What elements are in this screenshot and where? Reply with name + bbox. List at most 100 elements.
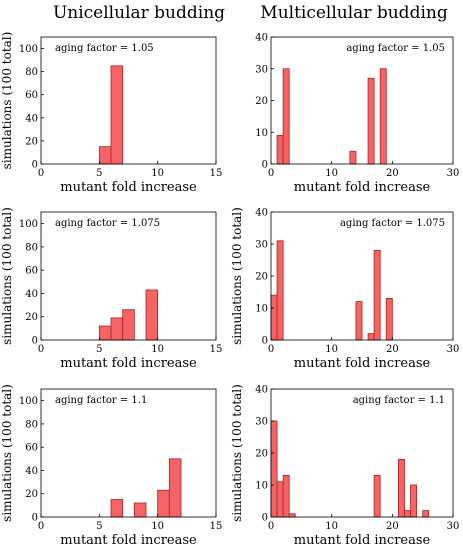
y-axis-label: simulations (100 total)	[230, 207, 244, 345]
panel-multicellular-1: 0 10 20 30 0 10 20 30 40 mutant fold increase agin…	[255, 33, 459, 196]
aging-factor-annotation: aging factor = 1.1	[55, 395, 147, 406]
x-tick-label: 5	[96, 168, 102, 179]
aging-factor-annotation: aging factor = 1.075	[55, 218, 160, 229]
x-tick-label: 0	[268, 521, 274, 532]
histogram-bar	[349, 150, 357, 165]
y-tick-label: 10	[255, 304, 268, 315]
y-tick-label: 0	[262, 336, 268, 347]
plot-frame	[270, 36, 454, 165]
y-tick-label: 0	[32, 513, 38, 524]
x-tick-label: 10	[151, 344, 164, 355]
histogram-bar	[276, 481, 284, 518]
y-tick-label: 40	[25, 466, 38, 477]
histogram-bar	[110, 317, 124, 341]
y-tick-label: 40	[255, 33, 268, 44]
y-tick-label: 60	[25, 266, 38, 277]
histogram-bar	[157, 489, 170, 518]
y-tick-label: 0	[262, 160, 268, 171]
column-title-unicellular: Unicellular budding	[53, 3, 225, 23]
y-tick-label: 40	[25, 289, 38, 300]
histogram-bar	[276, 135, 284, 165]
y-tick-label: 20	[255, 96, 268, 107]
x-axis-label: mutant fold increase	[60, 180, 197, 195]
y-tick-label: 60	[25, 443, 38, 454]
y-tick-label: 0	[32, 336, 38, 347]
x-tick-label: 0	[268, 344, 274, 355]
histogram-bar	[367, 333, 375, 341]
y-tick-label: 20	[25, 312, 38, 323]
x-tick-label: 20	[386, 344, 399, 355]
y-tick-label: 40	[25, 113, 38, 124]
histogram-bar	[422, 510, 430, 518]
x-tick-label: 20	[386, 521, 399, 532]
x-tick-label: 10	[151, 521, 164, 532]
y-tick-label: 20	[25, 489, 38, 500]
panel-unicellular-2: 0 5 10 15 0 20 40 60 80 100 mutant fold increase si…	[0, 207, 222, 371]
histogram-bar	[282, 68, 290, 165]
x-tick-label: 0	[268, 168, 274, 179]
histogram-bar	[373, 249, 381, 341]
histogram-bar	[355, 301, 363, 341]
histogram-bar	[410, 484, 417, 518]
x-tick-label: 5	[96, 521, 102, 532]
y-tick-label: 100	[19, 219, 38, 230]
y-axis-label: simulations (100 total)	[0, 384, 14, 522]
histogram-bar	[379, 68, 387, 165]
y-tick-label: 20	[255, 449, 268, 460]
histogram-bar	[110, 65, 124, 165]
x-tick-label: 0	[38, 168, 44, 179]
x-axis-label: mutant fold increase	[60, 533, 197, 548]
aging-factor-annotation: aging factor = 1.1	[353, 395, 445, 406]
histogram-bar	[373, 474, 381, 518]
aging-factor-annotation: aging factor = 1.05	[55, 43, 154, 54]
x-axis-label: mutant fold increase	[60, 356, 197, 371]
plot-frame	[40, 36, 217, 165]
x-tick-label: 10	[325, 521, 338, 532]
x-tick-label: 30	[447, 344, 460, 355]
histogram-bar	[168, 458, 182, 518]
panel-multicellular-2: 0 10 20 30 0 10 20 30 40 mutant fold increase simu…	[230, 207, 459, 371]
histogram-bar	[397, 458, 405, 518]
y-tick-label: 10	[255, 128, 268, 139]
x-tick-label: 10	[325, 168, 338, 179]
plot-frame	[40, 388, 217, 518]
x-tick-label: 30	[447, 168, 460, 179]
y-tick-label: 100	[19, 44, 38, 55]
histogram-bar	[145, 289, 159, 341]
histogram-bar	[110, 499, 124, 518]
y-tick-label: 60	[25, 90, 38, 101]
x-axis-label: mutant fold increase	[294, 356, 431, 371]
panel-unicellular-1: 0 5 10 15 0 20 40 60 80 100 mutant fold increase si…	[0, 32, 222, 195]
histogram-bar	[122, 309, 135, 341]
y-axis-label: simulations (100 total)	[0, 32, 14, 170]
plot-frame	[270, 388, 454, 518]
aging-factor-annotation: aging factor = 1.05	[346, 43, 445, 54]
histogram-bar	[404, 510, 411, 518]
x-axis-label: mutant fold increase	[294, 533, 431, 548]
x-tick-label: 15	[210, 521, 223, 532]
y-axis-label: simulations (100 total)	[0, 207, 14, 345]
y-tick-label: 20	[25, 136, 38, 147]
column-title-multicellular: Multicellular budding	[260, 3, 448, 23]
panel-multicellular-3: 0 10 20 30 0 10 20 30 40 mutant fold increase simu…	[230, 384, 459, 548]
histogram-bar	[98, 146, 112, 165]
histogram-bar	[276, 240, 284, 341]
x-tick-label: 20	[386, 168, 399, 179]
x-tick-label: 30	[447, 521, 460, 532]
plot-frame	[40, 211, 217, 341]
aging-factor-annotation: aging factor = 1.075	[340, 218, 445, 229]
y-tick-label: 30	[255, 64, 268, 75]
histogram-bar	[367, 77, 375, 165]
histogram-bar	[133, 502, 147, 518]
y-tick-label: 80	[25, 419, 38, 430]
x-tick-label: 15	[210, 168, 223, 179]
x-tick-label: 10	[151, 168, 164, 179]
y-tick-label: 80	[25, 242, 38, 253]
y-tick-label: 40	[255, 208, 268, 219]
histogram-bar	[98, 325, 112, 341]
y-tick-label: 40	[255, 385, 268, 396]
x-tick-label: 10	[325, 344, 338, 355]
y-tick-label: 10	[255, 481, 268, 492]
